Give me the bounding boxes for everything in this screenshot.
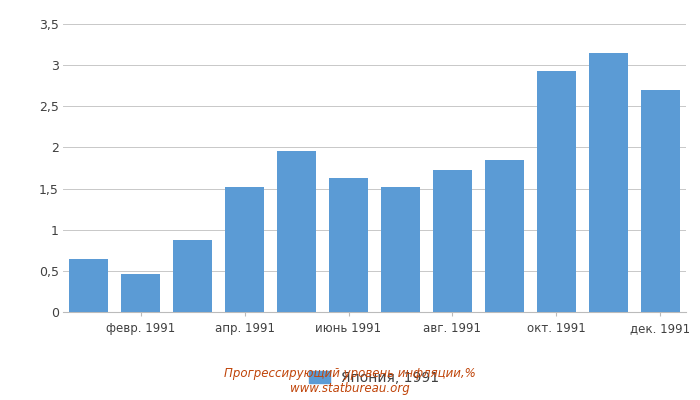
Bar xyxy=(329,178,368,312)
Text: Прогрессирующий уровень инфляции,%: Прогрессирующий уровень инфляции,% xyxy=(224,368,476,380)
Text: www.statbureau.org: www.statbureau.org xyxy=(290,382,410,395)
Bar xyxy=(277,151,316,312)
Bar xyxy=(225,187,264,312)
Bar xyxy=(433,170,472,312)
Bar xyxy=(121,274,160,312)
Bar xyxy=(381,187,420,312)
Bar xyxy=(485,160,524,312)
Bar xyxy=(640,90,680,312)
Bar xyxy=(174,240,212,312)
Bar xyxy=(537,71,575,312)
Bar xyxy=(589,53,628,312)
Legend: Япония, 1991: Япония, 1991 xyxy=(309,371,440,385)
Bar xyxy=(69,258,108,312)
